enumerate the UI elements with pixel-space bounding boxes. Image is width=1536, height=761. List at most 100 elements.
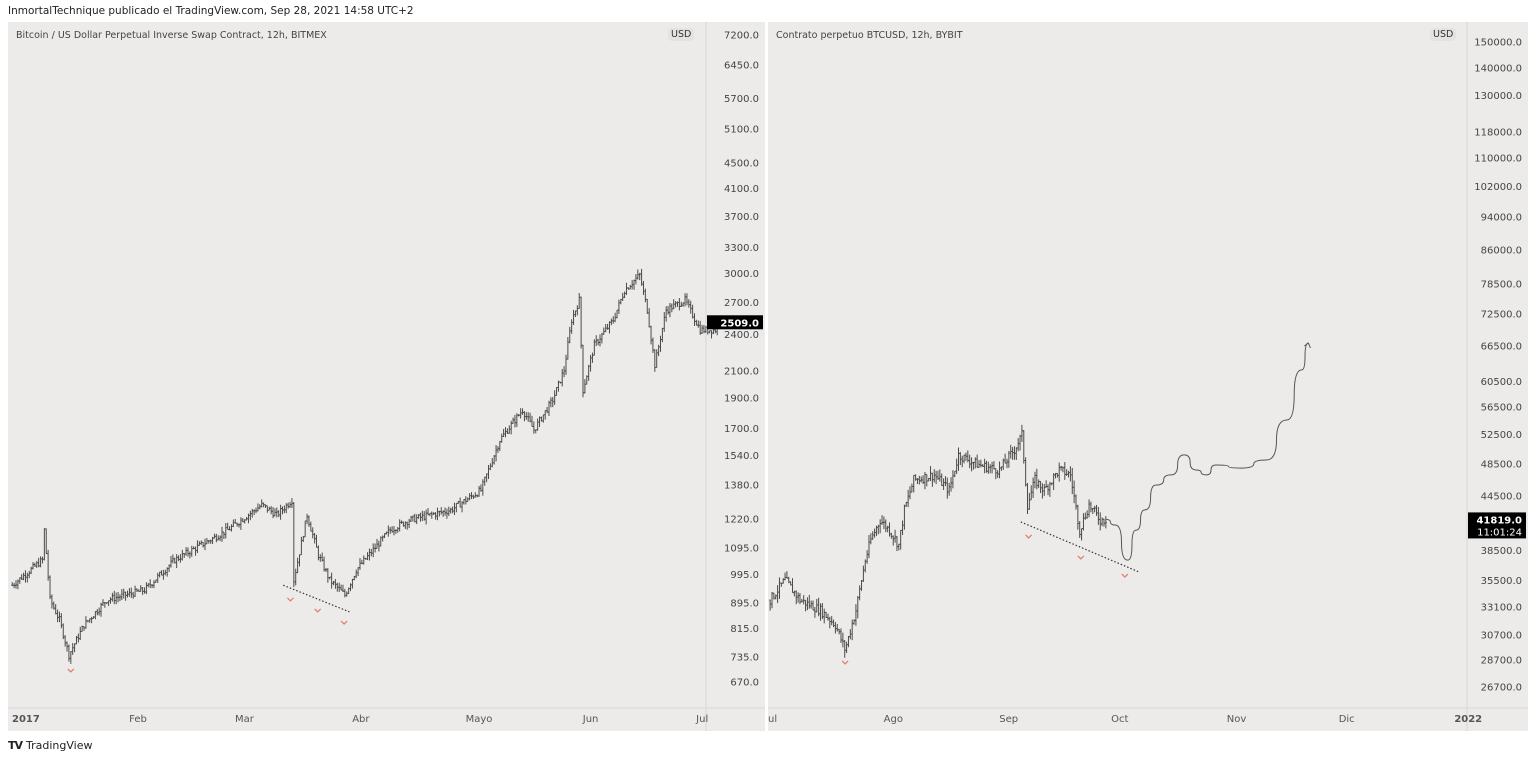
ohlc-bar xyxy=(204,538,206,551)
ohlc-bar xyxy=(568,326,571,344)
ohlc-bar xyxy=(510,420,513,435)
time-tick-label: Sep xyxy=(999,714,1018,725)
ohlc-bar xyxy=(272,507,275,519)
ohlc-bar xyxy=(798,593,801,605)
publish-header: InmortalTechnique publicado el TradingVi… xyxy=(8,5,414,17)
ohlc-bar xyxy=(323,556,326,572)
arrow-head-icon xyxy=(1304,342,1311,349)
ohlc-bar xyxy=(591,352,594,363)
price-tick-label: 815.0 xyxy=(730,624,759,635)
ohlc-bar xyxy=(532,421,535,434)
ohlc-bar xyxy=(1041,483,1044,499)
chart-panel-bybit[interactable]: Contrato perpetuo BTCUSD, 12h, BYBIT USD xyxy=(768,22,1528,731)
ohlc-bar xyxy=(1095,504,1098,516)
ohlc-bar xyxy=(512,417,515,424)
ohlc-bar xyxy=(797,592,800,603)
chart-panel-bitmex[interactable]: Bitcoin / US Dollar Perpetual Inverse Sw… xyxy=(8,22,765,731)
ohlc-bar xyxy=(1015,447,1018,460)
ohlc-bar xyxy=(160,570,163,576)
ohlc-bar xyxy=(1033,471,1036,489)
ohlc-bar xyxy=(935,470,938,485)
ohlc-bar xyxy=(152,580,155,589)
currency-badge[interactable]: USD xyxy=(668,28,695,41)
ohlc-bar xyxy=(580,296,583,349)
last-price-badge xyxy=(1468,512,1526,539)
ohlc-bar xyxy=(340,584,343,591)
ohlc-bar xyxy=(169,555,172,568)
ohlc-bar xyxy=(202,541,205,548)
ohlc-bar xyxy=(905,501,908,507)
ohlc-bar xyxy=(79,626,82,640)
ohlc-bar xyxy=(234,518,237,524)
ohlc-bar xyxy=(478,485,481,497)
ohlc-bar xyxy=(137,589,140,592)
time-tick-label: Jul xyxy=(695,714,708,725)
currency-badge[interactable]: USD xyxy=(1430,28,1457,41)
ohlc-bar xyxy=(341,584,344,592)
price-tick-label: 670.0 xyxy=(730,678,759,689)
ohlc-bar xyxy=(315,534,318,548)
ohlc-bar xyxy=(625,282,628,295)
ohlc-bar xyxy=(368,548,371,561)
ohlc-bar xyxy=(256,503,259,512)
price-tick-label: 995.0 xyxy=(730,570,759,581)
ohlc-bar xyxy=(655,349,658,369)
ohlc-bar xyxy=(330,572,333,589)
ohlc-bar xyxy=(1032,477,1035,498)
ohlc-bar xyxy=(608,321,611,334)
ohlc-bar xyxy=(651,337,654,353)
ohlc-bar xyxy=(253,509,256,516)
ohlc-bar xyxy=(126,590,129,598)
price-tick-label: 86000.0 xyxy=(1481,246,1522,257)
ohlc-bar xyxy=(981,464,984,467)
ohlc-bar xyxy=(292,502,295,588)
ohlc-bar xyxy=(597,338,600,346)
ohlc-bar xyxy=(393,526,395,536)
ohlc-bar xyxy=(64,635,67,647)
ohlc-bar xyxy=(449,507,452,514)
ohlc-bar xyxy=(1065,469,1068,476)
ohlc-bar xyxy=(200,540,203,545)
ohlc-bar xyxy=(69,651,72,664)
ohlc-bar xyxy=(474,492,477,498)
ohlc-bar xyxy=(542,414,545,423)
ohlc-bar xyxy=(226,522,229,530)
price-tick-label: 38500.0 xyxy=(1481,546,1522,557)
ohlc-bar xyxy=(391,526,394,533)
ohlc-bar xyxy=(1076,504,1079,530)
ohlc-bar xyxy=(948,482,951,496)
ohlc-bar xyxy=(364,557,367,560)
ohlc-bar xyxy=(640,268,643,286)
ohlc-bar xyxy=(56,609,59,623)
ohlc-bar xyxy=(1002,458,1005,470)
ohlc-bar xyxy=(101,599,104,607)
ohlc-bar xyxy=(334,579,337,589)
ohlc-bar xyxy=(222,531,225,539)
ohlc-bar xyxy=(493,455,496,465)
ohlc-bar xyxy=(1017,438,1020,452)
ohlc-bar xyxy=(895,535,898,552)
ohlc-bar xyxy=(37,557,40,568)
ohlc-bar xyxy=(899,529,902,550)
ohlc-bar xyxy=(62,623,65,640)
ohlc-bar xyxy=(987,461,990,474)
ohlc-bar xyxy=(978,460,981,468)
projection-path xyxy=(1105,342,1309,561)
ohlc-bar xyxy=(578,293,581,309)
time-tick-label: Ago xyxy=(884,714,903,725)
ohlc-bar xyxy=(931,472,934,487)
ohlc-bar xyxy=(175,554,178,569)
chevron-down-marker-icon xyxy=(1025,534,1033,539)
ohlc-bar xyxy=(672,299,675,310)
ohlc-bar xyxy=(506,428,509,434)
price-tick-label: 3700.0 xyxy=(724,212,759,223)
ohlc-bar xyxy=(923,471,926,490)
ohlc-bar xyxy=(120,589,123,601)
ohlc-bar xyxy=(860,580,863,591)
ohlc-bar xyxy=(232,519,235,528)
ohlc-bar xyxy=(964,452,967,462)
ohlc-bar xyxy=(453,502,456,516)
ohlc-bar xyxy=(502,428,505,437)
time-tick-label: Abr xyxy=(352,714,370,725)
ohlc-bar xyxy=(881,515,884,525)
